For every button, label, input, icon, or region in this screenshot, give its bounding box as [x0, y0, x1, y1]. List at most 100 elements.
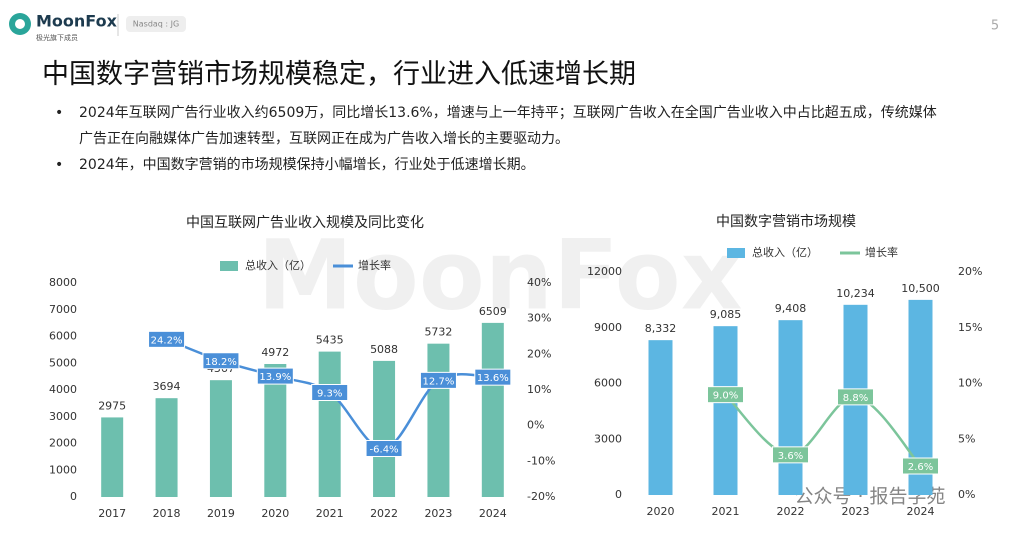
bar	[318, 351, 341, 497]
logo-icon-inner	[15, 19, 25, 29]
bar	[778, 320, 803, 495]
y2-tick-label: 10%	[958, 377, 982, 390]
bar	[264, 363, 287, 497]
line-value-label: 3.6%	[778, 451, 803, 462]
page-number: 5	[991, 19, 999, 34]
y2-tick-label: 20%	[958, 265, 982, 278]
line-point-box	[837, 388, 874, 406]
y-tick-label: 6000	[49, 330, 77, 343]
line-value-label: 9.3%	[317, 388, 342, 399]
x-tick-label: 2018	[153, 507, 181, 520]
x-tick-label: 2023	[842, 505, 870, 518]
legend-label: 增长率	[865, 245, 898, 259]
y-tick-label: 8000	[49, 276, 77, 289]
line-value-label: 24.2%	[151, 335, 183, 346]
y2-tick-label: 30%	[527, 312, 551, 325]
bar	[427, 343, 450, 497]
bar	[209, 380, 232, 497]
bar-value-label: 9,408	[775, 302, 807, 315]
bar-value-label: 10,500	[901, 282, 940, 295]
bar-value-label: 5732	[424, 326, 452, 339]
bullet: 2024年，中国数字营销的市场规模保持小幅增长，行业处于低速增长期。	[55, 152, 945, 178]
legend-label: 总收入（亿）	[752, 245, 818, 259]
slide-title: 中国数字营销市场规模稳定，行业进入低速增长期	[42, 59, 636, 90]
x-tick-label: 2019	[207, 507, 235, 520]
bar	[101, 417, 124, 497]
y-tick-label: 3000	[594, 432, 622, 445]
x-tick-label: 2021	[316, 507, 344, 520]
bar	[481, 322, 504, 497]
chart-title: 中国互联网广告业收入规模及同比变化	[186, 215, 424, 231]
line-point-box	[707, 386, 744, 404]
bar-value-label: 10,234	[836, 287, 875, 300]
ticker-pill	[126, 16, 186, 32]
y-tick-label: 3000	[49, 410, 77, 423]
bar	[648, 340, 673, 495]
bullet-list: 2024年互联网广告行业收入约6509万，同比增长13.6%，增速与上一年持平；…	[55, 100, 945, 178]
y2-tick-label: -10%	[527, 454, 555, 467]
x-tick-label: 2022	[370, 507, 398, 520]
y2-tick-label: 0%	[958, 488, 975, 501]
y-tick-label: 4000	[49, 383, 77, 396]
line-value-label: 12.7%	[423, 376, 455, 387]
line-value-label: -6.4%	[370, 444, 399, 455]
y-tick-label: 9000	[594, 321, 622, 334]
line-point-box	[902, 457, 939, 475]
legend-swatch	[727, 248, 745, 258]
bar	[373, 360, 396, 497]
y-tick-label: 7000	[49, 303, 77, 316]
bar-value-label: 5435	[316, 334, 344, 347]
brand: MoonFox	[36, 12, 118, 31]
line-point-box	[365, 439, 403, 457]
line-point-box	[202, 352, 240, 370]
y-tick-label: 6000	[594, 377, 622, 390]
y-tick-label: 0	[615, 488, 622, 501]
y2-tick-label: 0%	[527, 419, 544, 432]
x-tick-label: 2020	[647, 505, 675, 518]
bar-value-label: 4972	[261, 346, 289, 359]
bar-value-label: 6509	[479, 305, 507, 318]
x-tick-label: 2021	[712, 505, 740, 518]
line-value-label: 9.0%	[713, 391, 738, 402]
x-tick-label: 2020	[261, 507, 289, 520]
bar-value-label: 2975	[98, 399, 126, 412]
line-point-box	[772, 446, 809, 464]
y2-tick-label: 20%	[527, 347, 551, 360]
line-point-box	[256, 367, 294, 385]
x-tick-label: 2023	[424, 507, 452, 520]
footer-watermark: 公众号 · 报告学苑	[794, 486, 945, 508]
bar	[713, 326, 738, 495]
x-tick-label: 2024	[907, 505, 935, 518]
line-value-label: 2.6%	[908, 462, 933, 473]
y2-tick-label: 5%	[958, 432, 975, 445]
y2-tick-label: 10%	[527, 383, 551, 396]
legend-label: 总收入（亿）	[245, 258, 311, 272]
y-tick-label: 12000	[587, 265, 622, 278]
y-tick-label: 5000	[49, 356, 77, 369]
x-tick-label: 2024	[479, 507, 507, 520]
bar-value-label: 5088	[370, 343, 398, 356]
line-value-label: 13.6%	[477, 373, 509, 384]
legend-swatch	[220, 261, 238, 271]
y-tick-label: 0	[70, 490, 77, 503]
growth-line	[724, 393, 922, 467]
line-point-box	[148, 330, 186, 348]
line-value-label: 18.2%	[205, 357, 237, 368]
line-point-box	[419, 371, 457, 389]
y2-tick-label: 40%	[527, 276, 551, 289]
bar	[155, 398, 178, 497]
line-value-label: 8.8%	[843, 393, 868, 404]
line-point-box	[311, 383, 349, 401]
line-point-box	[474, 368, 512, 386]
bar-value-label: 3694	[153, 380, 181, 393]
ticker: Nasdaq : JG	[133, 20, 179, 29]
brand-tagline: 极光旗下成员	[36, 33, 78, 42]
y-tick-label: 2000	[49, 437, 77, 450]
y2-tick-label: 15%	[958, 321, 982, 334]
bar-value-label: 9,085	[710, 308, 742, 321]
chart-title: 中国数字营销市场规模	[716, 213, 856, 230]
watermark: MoonFox	[257, 219, 742, 331]
legend-label: 增长率	[358, 258, 391, 272]
